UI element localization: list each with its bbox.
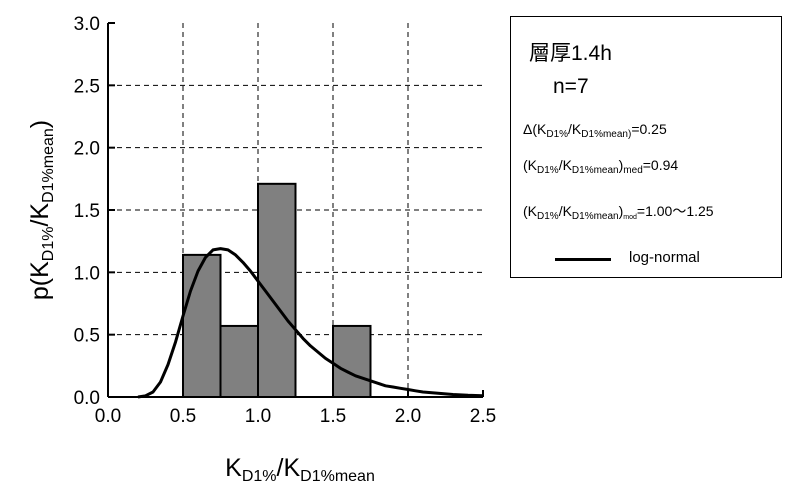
legend-delta-stat: Δ(KD1%/KD1%mean)=0.25 (523, 121, 667, 140)
x-tick-label-0: 0.0 (95, 406, 121, 427)
x-tick-label-4: 2.0 (395, 406, 421, 427)
x-tick-label-2: 1.0 (245, 406, 271, 427)
y-tick-label-2: 1.0 (74, 263, 100, 284)
y-axis-label: p(KD1%/KD1%mean) (26, 119, 57, 301)
lognormal-curve (137, 247, 484, 399)
x-axis-label: KD1%/KD1%mean (225, 454, 375, 485)
x-tick-label-3: 1.5 (320, 406, 346, 427)
y-tick-label-6: 3.0 (74, 14, 100, 35)
y-tick-label-4: 2.0 (74, 139, 100, 160)
legend-line-label: log-normal (629, 249, 700, 266)
x-tick-label-1: 0.5 (170, 406, 196, 427)
legend-line-sample (555, 258, 611, 261)
y-tick-label-0: 0.0 (74, 388, 100, 409)
x-tick-label-5: 2.5 (470, 406, 496, 427)
legend-median-stat: (KD1%/KD1%mean)med=0.94 (523, 157, 679, 176)
histogram-bar-1 (219, 324, 259, 398)
y-tick-label-1: 0.5 (74, 326, 100, 347)
histogram-bar-0 (182, 253, 222, 398)
legend-box: 層厚1.4h n=7 Δ(KD1%/KD1%mean)=0.25 (KD1%/K… (510, 16, 782, 278)
y-tick-label-5: 2.5 (74, 76, 100, 97)
y-tick-label-3: 1.5 (74, 201, 100, 222)
legend-title: 層厚1.4h (529, 42, 612, 65)
legend-mode-stat: (KD1%/KD1%mean)mod=1.00〜1.25 (523, 203, 714, 222)
legend-sample-count: n=7 (553, 75, 589, 98)
histogram-bar-3 (332, 324, 372, 398)
